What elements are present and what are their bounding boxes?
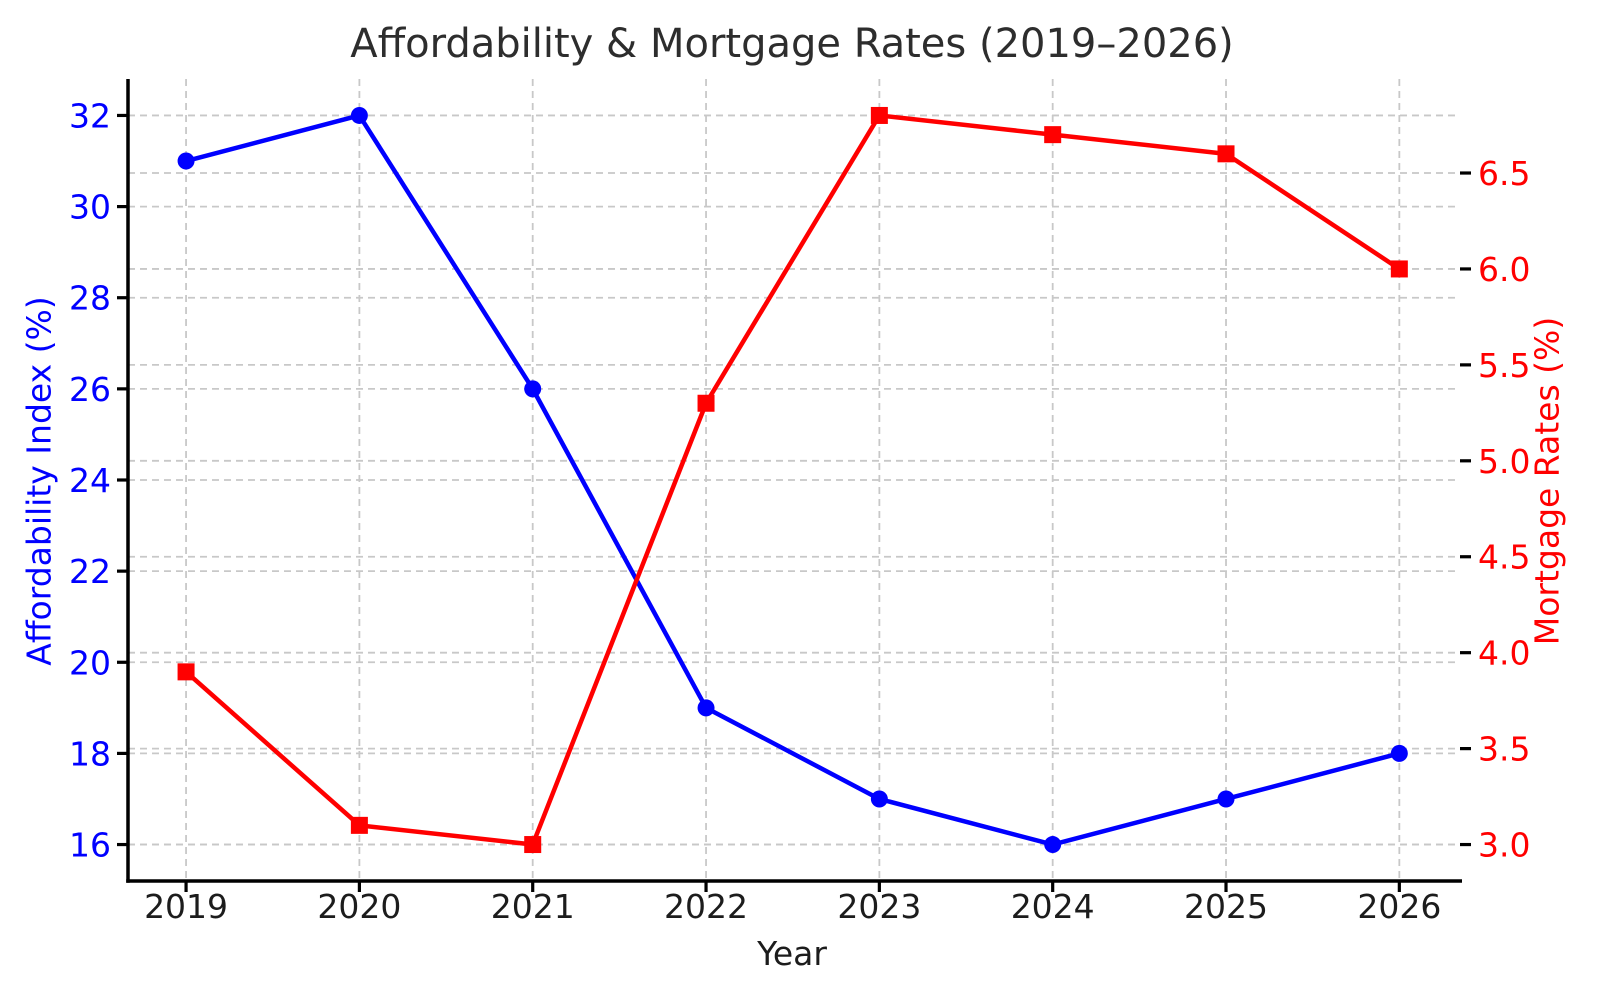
x-tick-label: 2022 xyxy=(664,887,748,926)
y-left-tick-label: 22 xyxy=(69,552,111,591)
series-mortgage-marker xyxy=(1390,260,1408,278)
x-tick-label: 2019 xyxy=(144,887,228,926)
series-mortgage-marker xyxy=(350,816,368,834)
series-mortgage-marker xyxy=(524,836,542,854)
y-left-tick-label: 32 xyxy=(69,96,111,135)
y-right-tick-label: 3.5 xyxy=(1478,730,1530,769)
y-left-tick-label: 16 xyxy=(69,826,111,865)
series-affordability-marker xyxy=(350,106,368,124)
x-tick-label: 2020 xyxy=(317,887,401,926)
y-right-tick-label: 5.5 xyxy=(1478,346,1530,385)
series-mortgage-marker xyxy=(870,106,888,124)
x-tick-label: 2026 xyxy=(1357,887,1441,926)
series-mortgage-marker xyxy=(697,394,715,412)
y-left-tick-label: 24 xyxy=(69,461,111,500)
series-mortgage-marker xyxy=(177,663,195,681)
y-left-tick-label: 26 xyxy=(69,370,111,409)
series-mortgage-marker xyxy=(1044,126,1062,144)
x-tick-label: 2024 xyxy=(1011,887,1095,926)
y-right-tick-label: 5.0 xyxy=(1478,442,1530,481)
y-right-tick-label: 6.0 xyxy=(1478,250,1530,289)
x-tick-label: 2021 xyxy=(491,887,575,926)
series-affordability-marker xyxy=(697,699,715,717)
y-right-tick-label: 4.0 xyxy=(1478,634,1530,673)
series-mortgage-line xyxy=(183,113,1402,847)
x-axis-title: Year xyxy=(757,934,827,973)
series-affordability-marker xyxy=(177,152,195,170)
y-left-tick-label: 28 xyxy=(69,279,111,318)
y-right-tick-label: 6.5 xyxy=(1478,154,1530,193)
series-affordability-marker xyxy=(1390,744,1408,762)
x-tick-label: 2025 xyxy=(1184,887,1268,926)
y-left-tick-label: 18 xyxy=(69,734,111,773)
series-affordability-marker xyxy=(1217,790,1235,808)
series-affordability-marker xyxy=(1044,836,1062,854)
series-affordability-line xyxy=(183,113,1402,847)
y-left-tick-label: 30 xyxy=(69,188,111,227)
series-affordability-marker xyxy=(870,790,888,808)
y-right-tick-label: 3.0 xyxy=(1478,826,1530,865)
y-left-tick-label: 20 xyxy=(69,643,111,682)
series-affordability-marker xyxy=(524,380,542,398)
chart-title: Affordability & Mortgage Rates (2019–202… xyxy=(350,21,1234,67)
x-tick-label: 2023 xyxy=(837,887,921,926)
y-right-tick-label: 4.5 xyxy=(1478,538,1530,577)
series-mortgage-marker xyxy=(1217,145,1235,163)
